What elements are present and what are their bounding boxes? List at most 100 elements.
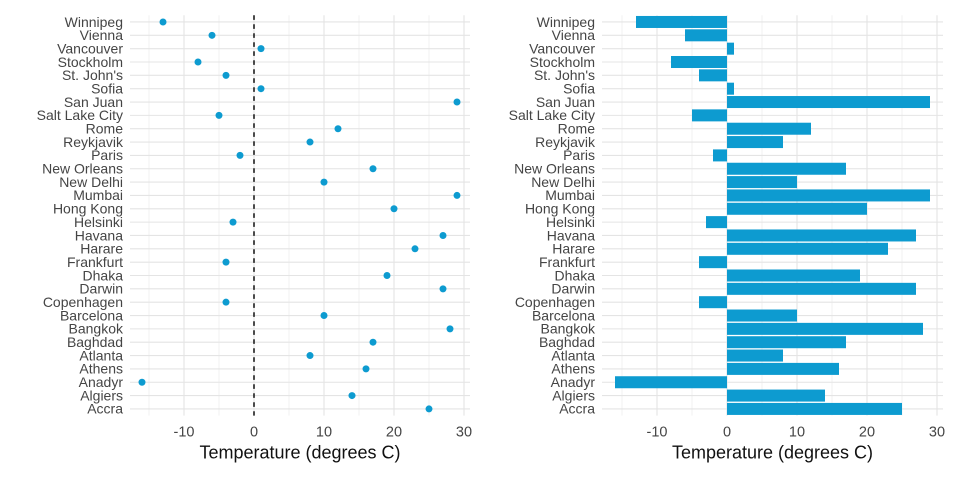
dot-mumbai xyxy=(453,191,461,199)
category-label-frankfurt: Frankfurt xyxy=(67,254,123,270)
category-label-new-orleans: New Orleans xyxy=(514,161,595,177)
category-label-san-juan: San Juan xyxy=(64,94,123,110)
bar-bangkok xyxy=(727,322,923,335)
category-label-algiers: Algiers xyxy=(80,387,123,403)
category-label-anadyr: Anadyr xyxy=(551,374,596,390)
category-label-new-delhi: New Delhi xyxy=(59,174,123,190)
bar-baghdad xyxy=(727,336,846,349)
category-label-bangkok: Bangkok xyxy=(69,321,124,337)
bar-st-john-s xyxy=(699,69,727,82)
dot-st-john-s xyxy=(222,71,230,79)
category-label-copenhagen: Copenhagen xyxy=(515,294,595,310)
dot-salt-lake-city xyxy=(215,111,223,119)
dot-dhaka xyxy=(383,271,391,279)
category-label-darwin: Darwin xyxy=(79,281,123,297)
category-label-stockholm: Stockholm xyxy=(530,54,595,70)
category-label-mumbai: Mumbai xyxy=(73,187,123,203)
panel-background xyxy=(0,0,480,480)
category-label-bangkok: Bangkok xyxy=(541,321,596,337)
x-tick-label-0: 0 xyxy=(723,425,731,441)
dot-frankfurt xyxy=(222,258,230,266)
category-label-baghdad: Baghdad xyxy=(539,334,595,350)
category-label-havana: Havana xyxy=(75,227,123,243)
bar-reykjavik xyxy=(727,136,783,149)
category-label-sofia: Sofia xyxy=(563,80,595,96)
bar-stockholm xyxy=(671,55,727,69)
bar-algiers xyxy=(727,389,825,402)
x-tick-label-30: 30 xyxy=(456,425,472,441)
x-tick-label-10: 10 xyxy=(316,425,332,441)
category-label-harare: Harare xyxy=(552,241,595,257)
category-label-hong-kong: Hong Kong xyxy=(53,201,123,217)
bar-darwin xyxy=(727,282,916,295)
x-tick-label-20: 20 xyxy=(859,425,875,441)
category-label-st-john-s: St. John's xyxy=(534,67,595,83)
category-label-vienna: Vienna xyxy=(552,27,596,43)
dot-hong-kong xyxy=(390,205,398,213)
bar-havana xyxy=(727,229,916,242)
bar-anadyr xyxy=(615,376,727,389)
dot-new-delhi xyxy=(320,178,328,186)
dot-harare xyxy=(411,245,419,253)
category-label-vancouver: Vancouver xyxy=(57,40,123,56)
category-label-salt-lake-city: Salt Lake City xyxy=(37,107,123,123)
category-label-algiers: Algiers xyxy=(552,387,595,403)
category-label-new-delhi: New Delhi xyxy=(531,174,595,190)
dot-stockholm xyxy=(194,58,202,66)
bar-vienna xyxy=(685,29,727,42)
bar-copenhagen xyxy=(699,296,727,309)
category-label-atlanta: Atlanta xyxy=(79,347,123,363)
x-axis-title: Temperature (degrees C) xyxy=(199,443,400,463)
category-label-vancouver: Vancouver xyxy=(529,40,595,56)
bar-accra xyxy=(727,402,902,415)
category-label-frankfurt: Frankfurt xyxy=(539,254,595,270)
category-label-vienna: Vienna xyxy=(80,27,124,43)
bar-harare xyxy=(727,242,888,255)
bar-frankfurt xyxy=(699,256,727,269)
dot-accra xyxy=(425,405,433,413)
bar-mumbai xyxy=(727,189,930,202)
category-label-accra: Accra xyxy=(559,401,595,417)
bar-atlanta xyxy=(727,349,783,362)
x-tick-label-20: 20 xyxy=(386,425,402,441)
x-tick-label--10: -10 xyxy=(647,425,668,441)
category-label-mumbai: Mumbai xyxy=(545,187,595,203)
bar-rome xyxy=(727,122,811,135)
dot-rome xyxy=(334,125,342,133)
category-label-dhaka: Dhaka xyxy=(555,267,596,283)
dot-winnipeg xyxy=(159,18,167,26)
category-label-athens: Athens xyxy=(79,361,123,377)
dot-baghdad xyxy=(369,338,377,346)
category-label-athens: Athens xyxy=(551,361,595,377)
category-label-new-orleans: New Orleans xyxy=(42,161,123,177)
dot-vienna xyxy=(208,31,216,39)
category-label-baghdad: Baghdad xyxy=(67,334,123,350)
category-label-rome: Rome xyxy=(86,121,124,137)
x-tick-label--10: -10 xyxy=(174,425,195,441)
category-label-hong-kong: Hong Kong xyxy=(525,201,595,217)
dot-athens xyxy=(362,365,370,373)
dot-anadyr xyxy=(138,378,146,386)
dot-san-juan xyxy=(453,98,461,106)
dot-barcelona xyxy=(320,312,328,320)
bar-new-orleans xyxy=(727,162,846,175)
bar-hong-kong xyxy=(727,202,867,215)
category-label-barcelona: Barcelona xyxy=(60,307,123,323)
category-label-salt-lake-city: Salt Lake City xyxy=(509,107,595,123)
x-tick-label-10: 10 xyxy=(789,425,805,441)
dot-vancouver xyxy=(257,45,265,53)
dot-helsinki xyxy=(229,218,237,226)
dot-new-orleans xyxy=(369,165,377,173)
category-label-rome: Rome xyxy=(558,121,596,137)
x-tick-label-30: 30 xyxy=(929,425,945,441)
category-label-barcelona: Barcelona xyxy=(532,307,595,323)
bar-san-juan xyxy=(727,96,930,109)
dot-copenhagen xyxy=(222,298,230,306)
category-label-winnipeg: Winnipeg xyxy=(65,14,123,30)
dot-darwin xyxy=(439,285,447,293)
dot-reykjavik xyxy=(306,138,314,146)
category-label-darwin: Darwin xyxy=(551,281,595,297)
